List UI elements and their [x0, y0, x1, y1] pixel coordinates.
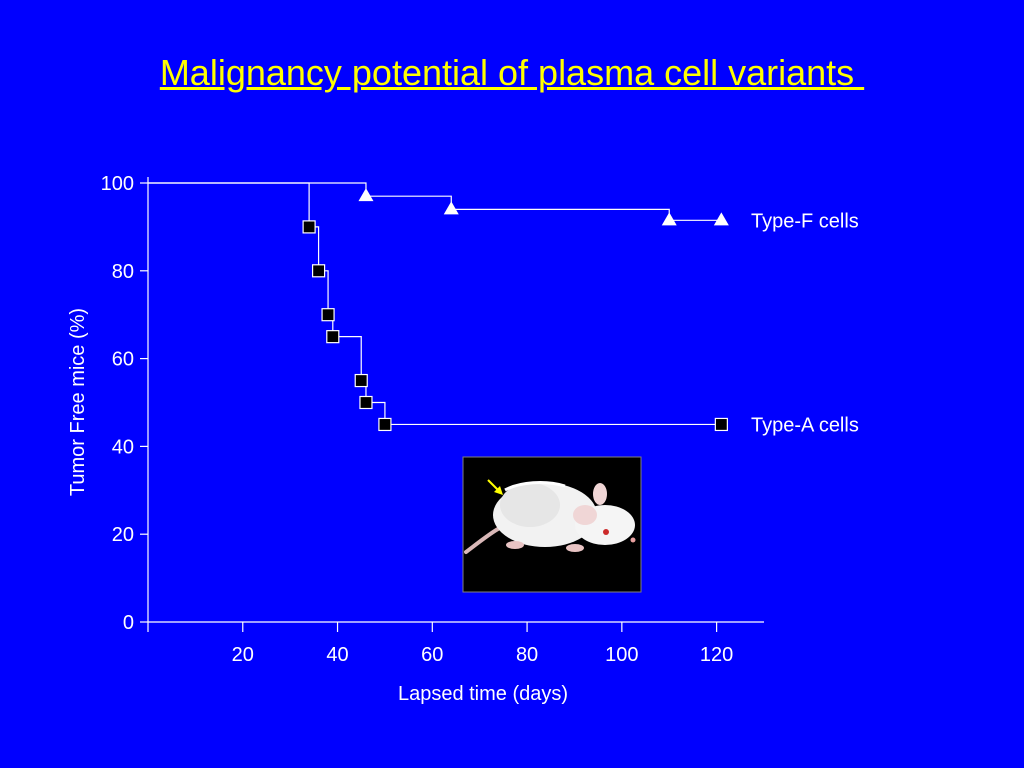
- chart-series: Type-F cells Type-A cells: [148, 182, 859, 436]
- arrow-icon: [487, 479, 503, 495]
- legend-label: Type-F cells: [751, 210, 859, 232]
- y-tick-label: 100: [101, 173, 134, 195]
- x-axis-label: Lapsed time (days): [398, 683, 568, 705]
- y-tick-label: 0: [123, 612, 134, 634]
- y-tick-label: 60: [112, 349, 134, 371]
- legend-label: Type-A cells: [751, 414, 859, 436]
- y-tick-label: 40: [112, 436, 134, 458]
- mouse-photo-inset: [462, 456, 642, 593]
- slide-title: Malignancy potential of plasma cell vari…: [159, 52, 865, 93]
- square-marker: [302, 220, 316, 234]
- triangle-marker: [443, 201, 459, 215]
- triangle-marker: [713, 212, 729, 226]
- triangle-marker: [358, 188, 374, 202]
- square-marker: [714, 417, 728, 432]
- chart-axes: 0 20 40 60 80 100 20 40 60 80 100 120: [101, 173, 764, 666]
- square-marker: [359, 395, 373, 410]
- triangle-marker: [661, 212, 677, 226]
- square-marker: [354, 373, 368, 388]
- series-type-a: Type-A cells: [148, 182, 859, 436]
- x-tick-label: 80: [516, 644, 538, 666]
- y-tick-label: 20: [112, 524, 134, 546]
- y-axis-label: Tumor Free mice (%): [67, 308, 89, 496]
- square-marker: [311, 264, 326, 278]
- x-tick-label: 100: [605, 644, 638, 666]
- square-marker: [378, 417, 392, 432]
- square-marker: [326, 330, 340, 344]
- square-marker: [321, 308, 335, 322]
- y-tick-label: 80: [112, 261, 134, 283]
- x-tick-label: 20: [232, 644, 254, 666]
- chart-labels: Lapsed time (days) Tumor Free mice (%): [67, 308, 568, 705]
- mouse-illustration: [464, 481, 636, 554]
- series-type-f: Type-F cells: [148, 182, 859, 232]
- series-line: [148, 182, 722, 221]
- x-tick-label: 120: [700, 644, 733, 666]
- x-tick-label: 40: [326, 644, 348, 666]
- x-tick-label: 60: [421, 644, 443, 666]
- series-line: [148, 182, 722, 426]
